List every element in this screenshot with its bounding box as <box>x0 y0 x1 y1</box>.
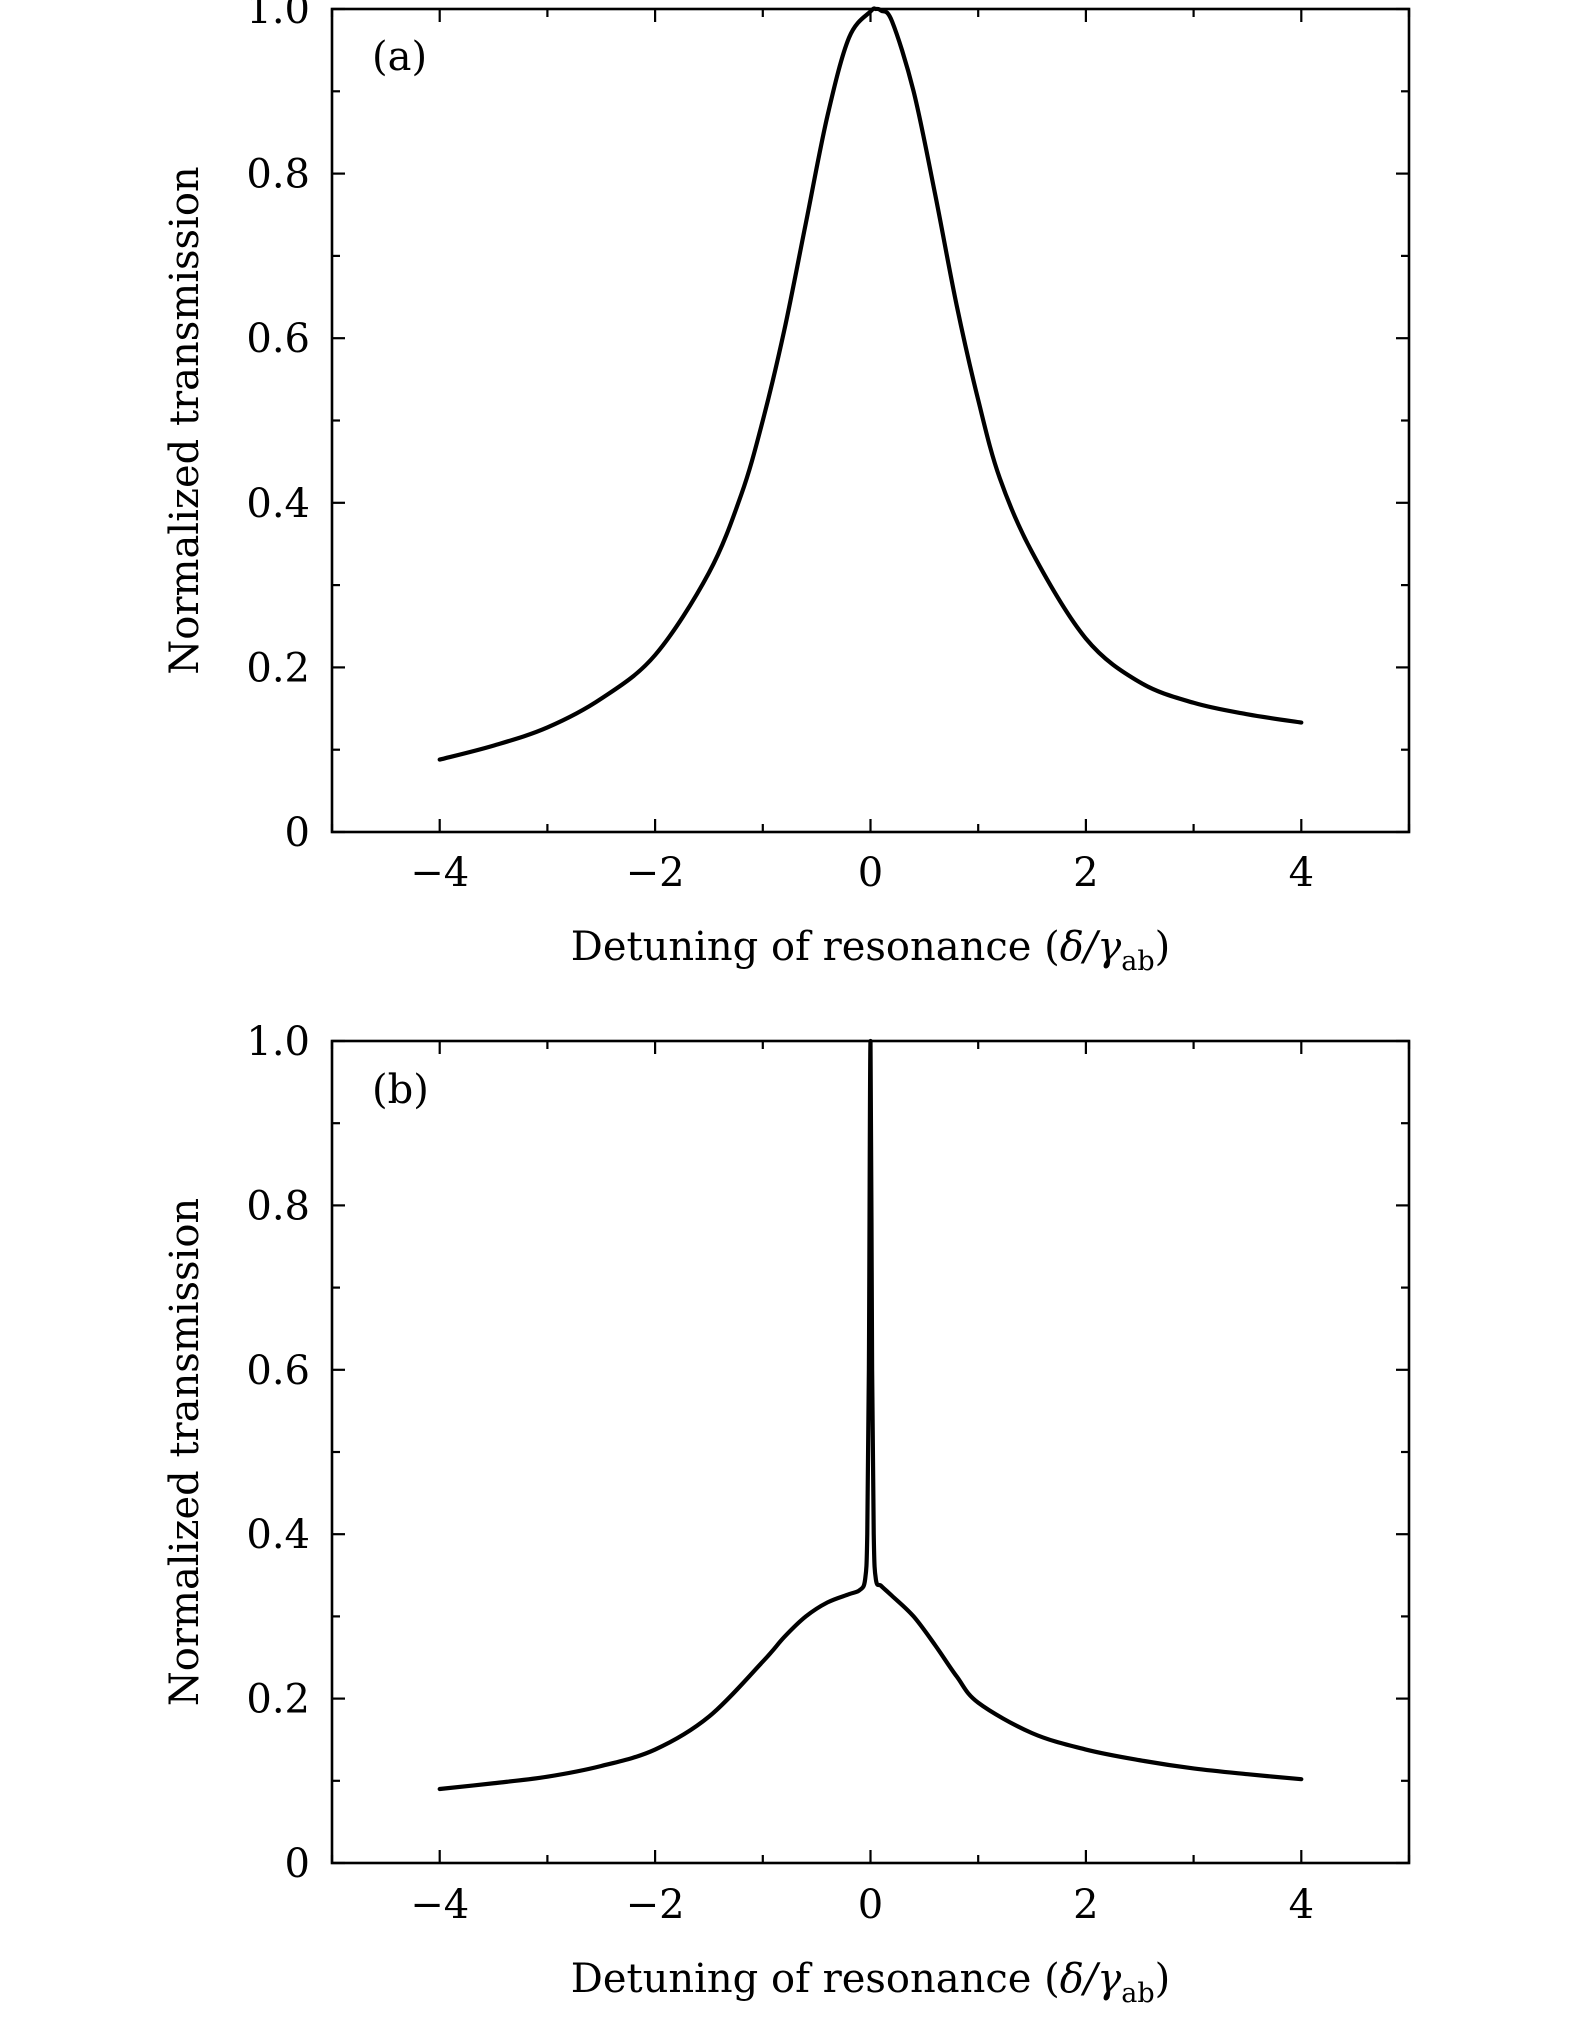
x-tick-label: 2 <box>1073 850 1098 896</box>
y-tick-label: 0.4 <box>246 1512 310 1558</box>
x-tick-label: 0 <box>858 850 883 896</box>
y-tick-label: 0.2 <box>246 1677 310 1723</box>
y-tick-label: 0.8 <box>246 1183 310 1229</box>
y-tick-label: 0.8 <box>246 152 310 198</box>
tick-marks <box>330 7 1411 834</box>
y-tick-label: 0 <box>285 1841 310 1887</box>
x-tick-label: 4 <box>1289 850 1314 896</box>
x-tick-label: −2 <box>626 1882 685 1928</box>
y-axis-label: Normalized transmission <box>162 166 208 674</box>
y-tick-labels: 0 0.2 0.4 0.6 0.8 1.0 <box>246 1019 310 1887</box>
panel-b: −4 −2 0 2 4 0 0.2 0.4 0.6 0.8 1.0 (b) Normalized … <box>162 1019 1411 2009</box>
panel-label: (b) <box>372 1067 429 1113</box>
panel-label: (a) <box>372 34 427 80</box>
y-axis-label: Normalized transmission <box>162 1198 208 1706</box>
x-tick-label: 0 <box>858 1882 883 1928</box>
transmission-curve <box>437 1038 1304 1792</box>
y-tick-label: 0.2 <box>246 645 310 691</box>
x-tick-label: 4 <box>1289 1882 1314 1928</box>
x-axis-label: Detuning of resonance (δ/γab) <box>571 1956 1170 2009</box>
y-tick-label: 0.6 <box>246 316 310 362</box>
x-axis-label: Detuning of resonance (δ/γab) <box>571 924 1170 977</box>
x-tick-labels: −4 −2 0 2 4 <box>410 850 1314 896</box>
x-tick-label: 2 <box>1073 1882 1098 1928</box>
y-tick-labels: 0 0.2 0.4 0.6 0.8 1.0 <box>246 0 310 856</box>
x-tick-label: −4 <box>410 1882 469 1928</box>
y-tick-label: 0.4 <box>246 481 310 527</box>
plot-frame <box>330 7 1411 834</box>
transmission-curve <box>437 6 1304 762</box>
panel-a: −4 −2 0 2 4 0 0.2 0.4 0.6 0.8 1.0 (a) Normalized … <box>162 0 1411 977</box>
y-tick-label: 1.0 <box>246 1019 310 1065</box>
y-tick-label: 0 <box>285 810 310 856</box>
x-tick-labels: −4 −2 0 2 4 <box>410 1882 1314 1928</box>
x-tick-label: −2 <box>626 850 685 896</box>
x-tick-label: −4 <box>410 850 469 896</box>
y-tick-label: 0.6 <box>246 1348 310 1394</box>
y-tick-label: 1.0 <box>246 0 310 33</box>
